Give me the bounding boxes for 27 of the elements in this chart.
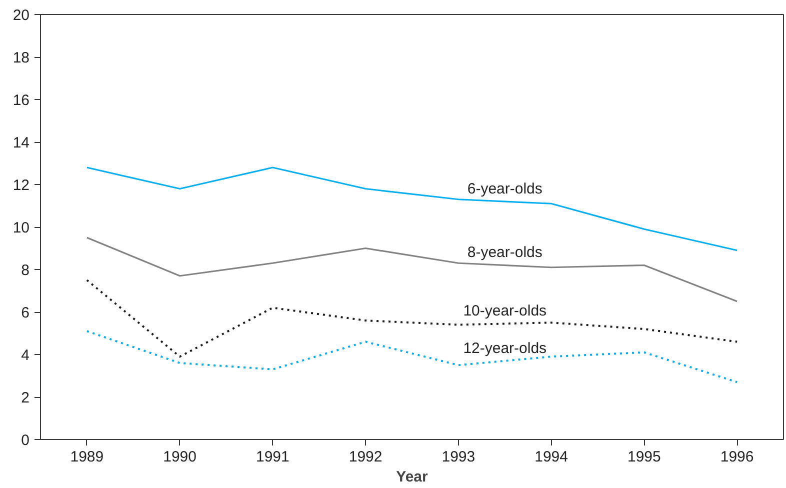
x-tick-label: 1992 (348, 448, 382, 466)
y-tick-label: 20 (12, 7, 30, 24)
y-tick-label: 18 (12, 50, 30, 66)
series-label: 12-year-olds (463, 340, 547, 357)
x-tick-label: 1991 (256, 448, 290, 466)
y-tick-label: 12 (12, 177, 30, 194)
x-tick-label: 1996 (720, 448, 754, 466)
y-tick-label: 10 (12, 220, 30, 236)
series-label: 10-year-olds (463, 302, 547, 320)
series-label: 6-year-olds (467, 180, 542, 198)
y-tick-label: 14 (12, 134, 30, 152)
line-series (86, 236, 738, 302)
y-tick-label: 6 (21, 304, 30, 322)
y-tick-label: 8 (21, 262, 30, 279)
y-tick-label: 16 (12, 92, 30, 109)
y-tick-label: 4 (21, 347, 30, 364)
x-tick-label: 1994 (534, 448, 568, 466)
line-series (86, 330, 738, 384)
y-tick-label: 2 (21, 390, 30, 406)
x-tick-label: 1993 (442, 448, 476, 466)
x-tick-label: 1995 (628, 448, 661, 466)
x-tick-label: 1989 (70, 448, 104, 466)
series-label: 8-year-olds (467, 244, 542, 262)
x-axis-title: Year (396, 468, 428, 486)
y-tick-label: 0 (21, 432, 30, 449)
x-tick-label: 1990 (163, 448, 197, 466)
line-series (86, 279, 738, 358)
